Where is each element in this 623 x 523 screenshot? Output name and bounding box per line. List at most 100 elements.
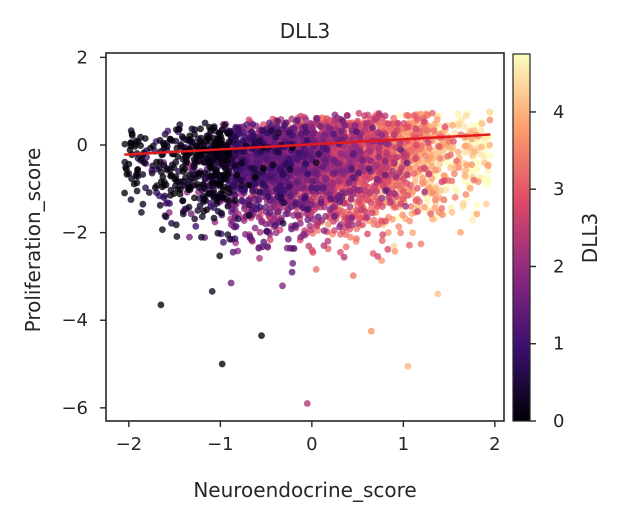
scatter-point <box>290 245 298 252</box>
scatter-point <box>315 150 322 158</box>
scatter-point <box>198 233 205 241</box>
scatter-point <box>178 133 186 141</box>
scatter-point <box>305 242 313 250</box>
scatter-point <box>418 142 426 150</box>
scatter-point <box>290 124 298 132</box>
scatter-point <box>229 218 237 225</box>
scatter-point <box>280 199 288 207</box>
scatter-point <box>453 157 460 165</box>
scatter-point <box>330 130 337 138</box>
colorbar-tick-label: 1 <box>553 334 564 355</box>
scatter-point <box>319 163 326 171</box>
scatter-point <box>468 161 475 169</box>
scatter-point <box>298 185 305 192</box>
scatter-point <box>281 122 288 129</box>
scatter-point <box>473 210 481 218</box>
scatter-point <box>390 242 398 250</box>
scatter-point <box>128 175 136 183</box>
scatter-point <box>486 116 494 124</box>
scatter-point <box>390 159 398 167</box>
scatter-point <box>134 172 142 180</box>
scatter-point <box>214 229 222 237</box>
scatter-point <box>349 272 357 279</box>
scatter-point <box>186 233 193 241</box>
scatter-point <box>130 180 138 188</box>
scatter-point <box>453 188 461 196</box>
scatter-point <box>448 209 456 216</box>
scatter-point <box>263 155 271 163</box>
scatter-point <box>260 164 267 172</box>
scatter-point <box>431 196 439 204</box>
scatter-point <box>440 177 448 185</box>
scatter-point <box>417 240 425 248</box>
scatter-point <box>369 124 376 131</box>
scatter-point <box>373 188 380 195</box>
scatter-point <box>202 137 210 145</box>
scatter-point <box>410 112 418 119</box>
scatter-point <box>424 197 432 205</box>
scatter-point <box>419 174 427 182</box>
scatter-point <box>264 243 271 250</box>
scatter-point <box>231 235 239 243</box>
scatter-point <box>373 175 381 183</box>
scatter-point <box>358 155 366 163</box>
scatter-point <box>233 171 241 179</box>
scatter-point <box>349 151 357 158</box>
scatter-point <box>436 155 444 162</box>
scatter-point <box>478 120 486 128</box>
scatter-point <box>399 211 406 219</box>
scatter-point <box>167 172 175 180</box>
scatter-point <box>330 156 338 164</box>
scatter-point <box>400 120 408 127</box>
scatter-point <box>301 194 309 202</box>
scatter-point <box>219 186 227 194</box>
scatter-point <box>256 137 263 145</box>
scatter-point <box>391 247 399 255</box>
scatter-point <box>309 249 317 256</box>
scatter-point <box>384 245 392 253</box>
scatter-point <box>288 225 295 233</box>
scatter-point <box>336 198 344 206</box>
scatter-point <box>394 120 402 127</box>
scatter-point <box>312 159 320 167</box>
scatter-point <box>223 157 231 165</box>
scatter-point <box>194 181 201 188</box>
colorbar-tick-label: 0 <box>553 411 564 432</box>
scatter-point <box>381 157 389 165</box>
y-tick-label: −4 <box>61 310 88 331</box>
y-tick-label: 0 <box>77 135 88 156</box>
x-axis-label: Neuroendocrine_score <box>193 478 416 502</box>
scatter-point <box>421 203 428 211</box>
scatter-point <box>370 216 378 224</box>
scatter-point <box>159 226 166 234</box>
scatter-point <box>338 127 345 135</box>
y-tick-label: 2 <box>77 47 88 68</box>
scatter-point <box>266 209 274 217</box>
scatter-point <box>330 218 337 225</box>
scatter-point <box>123 171 131 178</box>
scatter-point <box>371 116 379 123</box>
scatter-point <box>320 242 328 250</box>
scatter-point <box>285 155 293 163</box>
chart-title: DLL3 <box>280 19 330 43</box>
scatter-point <box>287 192 294 200</box>
scatter-point <box>157 301 165 309</box>
scatter-point <box>412 154 420 162</box>
scatter-point <box>166 200 174 207</box>
scatter-point <box>338 150 345 158</box>
scatter-point <box>271 222 279 230</box>
scatter-point <box>383 163 390 171</box>
scatter-point <box>161 192 169 200</box>
scatter-point <box>461 172 469 180</box>
scatter-point <box>457 229 464 236</box>
scatter-point <box>337 248 344 256</box>
y-axis-label: Proliferation_score <box>21 148 45 333</box>
scatter-point <box>134 166 142 174</box>
scatter-point <box>433 116 441 123</box>
scatter-point <box>304 216 312 224</box>
scatter-point <box>179 210 187 218</box>
scatter-point <box>221 175 228 183</box>
scatter-point <box>299 204 306 212</box>
scatter-point <box>447 164 454 172</box>
